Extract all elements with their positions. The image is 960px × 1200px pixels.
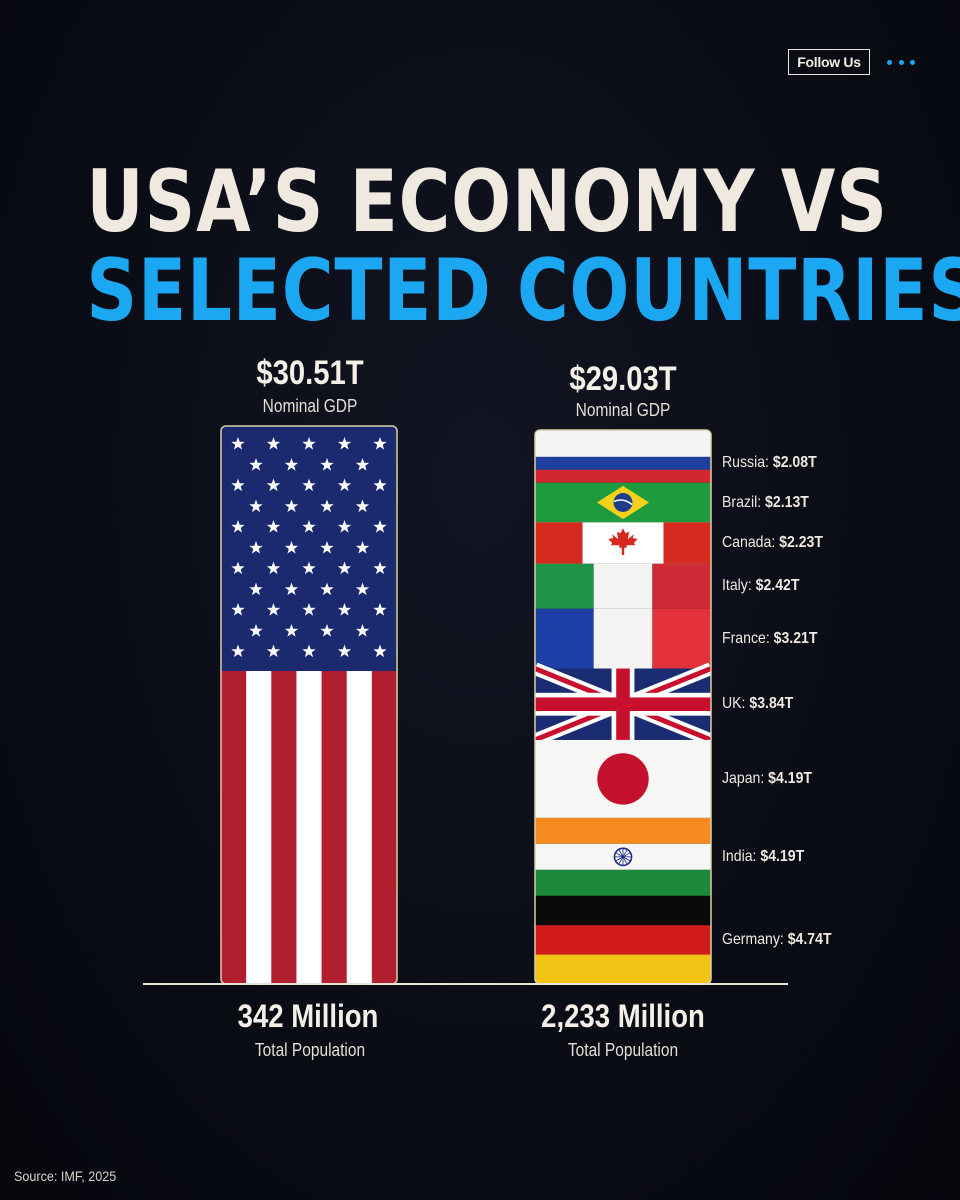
- country-label-india: India: $4.19T: [722, 847, 805, 865]
- selected-countries-bar: [535, 430, 711, 984]
- country-label-russia: Russia: $2.08T: [722, 454, 817, 472]
- india-flag: [535, 817, 711, 896]
- country-label-germany: Germany: $4.74T: [722, 930, 832, 948]
- country-label-uk: UK: $3.84T: [722, 695, 794, 713]
- selected-gdp-caption: Nominal GDP: [575, 400, 671, 420]
- uk-flag: [535, 662, 711, 746]
- germany-flag: [535, 895, 711, 984]
- selected-population-caption: Total Population: [567, 1040, 679, 1060]
- title-line-2: SELECTED COUNTRIES: [86, 241, 960, 341]
- usa-gdp-caption: Nominal GDP: [262, 396, 358, 416]
- usa-population-value: 342 Million: [237, 998, 379, 1034]
- country-label-france: France: $3.21T: [722, 629, 818, 647]
- country-label-japan: Japan: $4.19T: [722, 769, 813, 787]
- more-dots-icon[interactable]: [887, 54, 915, 70]
- usa-gdp-value: $30.51T: [256, 354, 364, 392]
- selected-population-value: 2,233 Million: [541, 998, 705, 1034]
- country-label-brazil: Brazil: $2.13T: [722, 493, 809, 511]
- country-label-canada: Canada: $2.23T: [722, 534, 823, 552]
- italy-flag: [535, 563, 711, 609]
- canada-flag: [535, 522, 711, 564]
- brazil-flag: [535, 482, 711, 523]
- russia-flag: [535, 444, 711, 483]
- usa-population-caption: Total Population: [254, 1040, 366, 1060]
- follow-us-button[interactable]: Follow Us: [788, 49, 870, 75]
- source-note: Source: IMF, 2025: [14, 1168, 117, 1184]
- france-flag: [535, 608, 711, 669]
- title-line-1: USA’S ECONOMY VS: [86, 152, 888, 252]
- japan-flag: [535, 739, 711, 818]
- usa-flag-bar: [221, 426, 397, 984]
- country-label-italy: Italy: $2.42T: [722, 577, 800, 595]
- selected-gdp-value: $29.03T: [569, 360, 677, 398]
